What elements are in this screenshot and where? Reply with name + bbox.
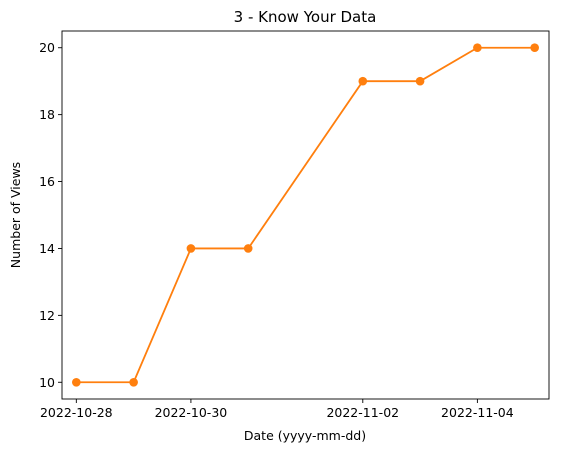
data-point <box>186 244 196 253</box>
plot-area <box>62 31 549 399</box>
x-tick-label: 2022-10-30 <box>155 405 228 420</box>
y-tick-label: 14 <box>39 241 55 256</box>
y-tick-label: 10 <box>39 375 55 390</box>
y-axis-ticks: 10 12 14 16 18 20 <box>39 40 62 390</box>
series-layer <box>72 43 539 387</box>
y-tick-label: 16 <box>39 174 55 189</box>
plot-frame <box>61 30 550 400</box>
data-point <box>473 43 482 53</box>
data-point <box>358 76 368 86</box>
data-point <box>530 43 539 53</box>
y-tick-label: 12 <box>39 308 55 323</box>
data-point <box>129 377 138 387</box>
y-axis-label: Number of Views <box>8 162 23 268</box>
x-tick-label: 2022-11-02 <box>326 405 399 420</box>
x-tick-label: 2022-11-04 <box>441 405 514 420</box>
x-axis-ticks: 2022-10-28 2022-10-30 2022-11-02 2022-11-04 <box>40 399 514 420</box>
data-point <box>72 377 81 387</box>
data-point <box>243 244 253 253</box>
series-line <box>76 46 535 384</box>
y-tick-label: 20 <box>39 40 55 55</box>
data-point <box>415 76 425 86</box>
x-tick-label: 2022-10-28 <box>40 405 113 420</box>
y-tick-label: 18 <box>39 107 55 122</box>
chart-title: 3 - Know Your Data <box>234 8 377 26</box>
x-axis-label: Date (yyyy-mm-dd) <box>244 428 366 443</box>
